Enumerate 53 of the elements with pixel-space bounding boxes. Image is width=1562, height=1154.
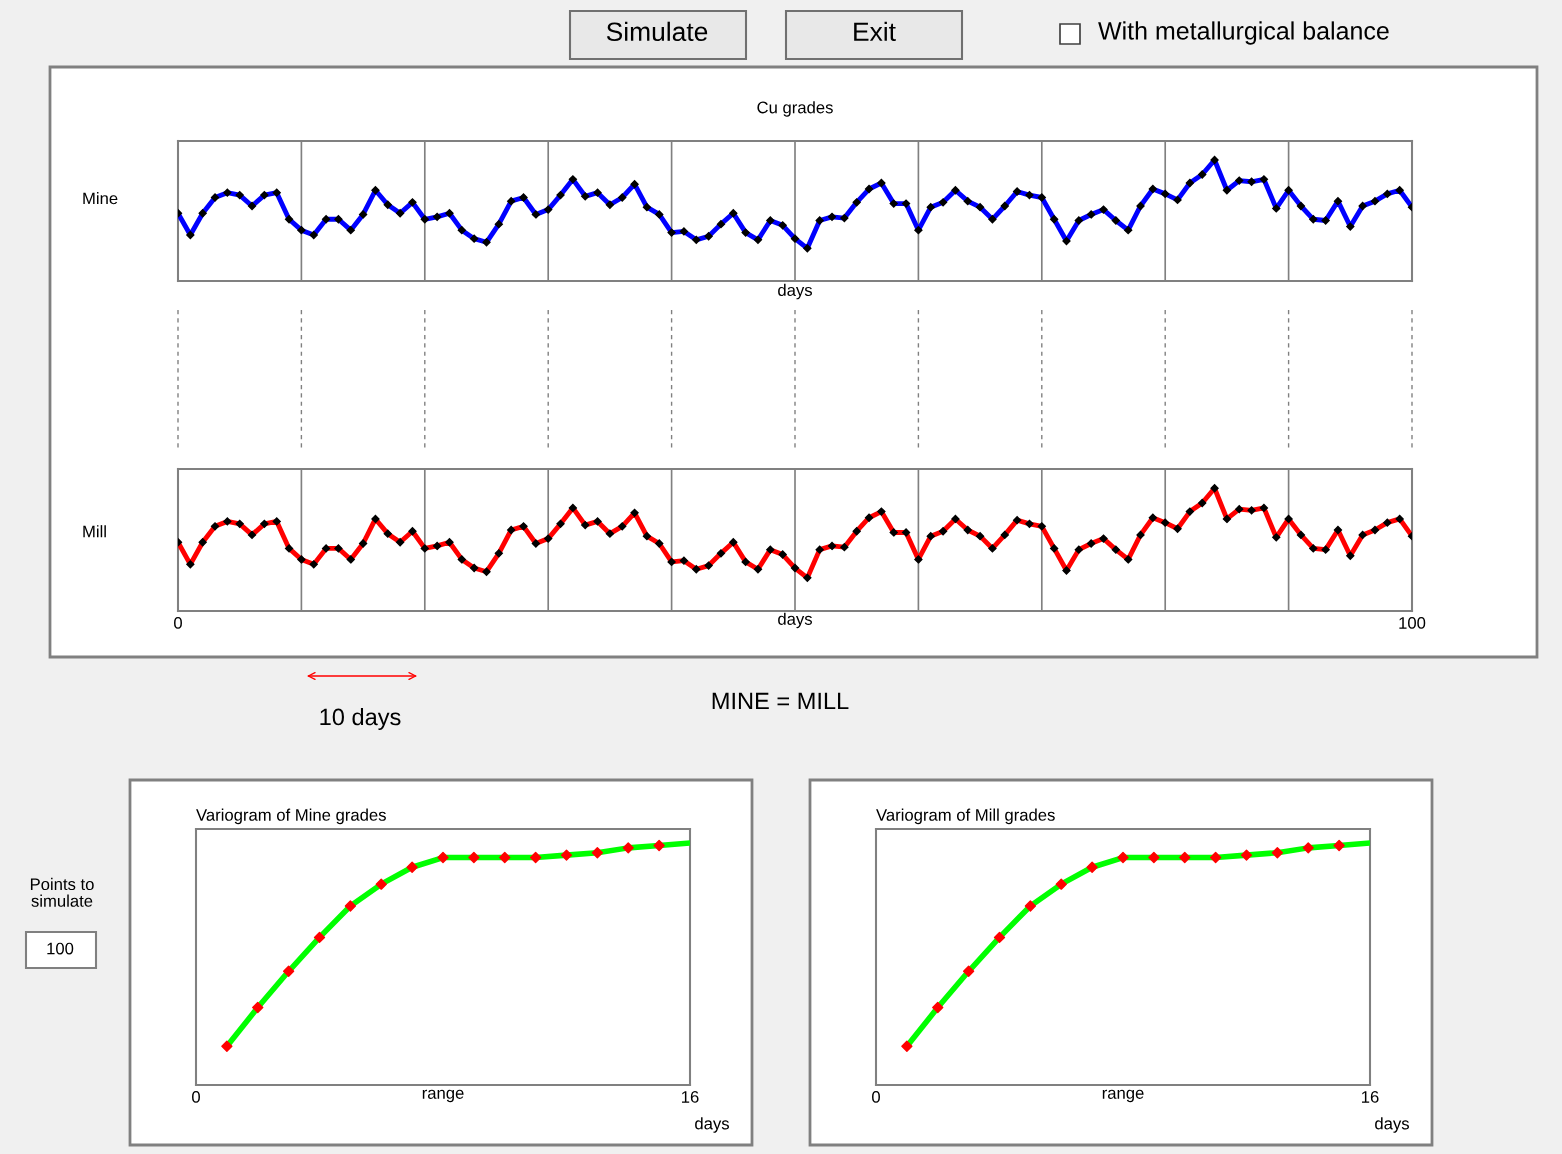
text: With metallurgical balance xyxy=(1098,21,1389,45)
point xyxy=(1148,851,1160,864)
text: MINE = MILL xyxy=(712,692,849,710)
text: 100 xyxy=(47,942,74,955)
x-tick-label: 16 xyxy=(1362,1091,1379,1103)
point xyxy=(1302,842,1314,854)
text: days xyxy=(695,1117,729,1133)
point xyxy=(468,851,480,864)
point xyxy=(375,878,387,890)
point xyxy=(313,931,326,944)
x-tick-label: 0 xyxy=(174,617,182,629)
point xyxy=(1179,851,1191,864)
x-tick-label: 16 xyxy=(682,1091,699,1103)
x-axis-title: range xyxy=(1102,1089,1144,1103)
x-axis-title: days xyxy=(778,612,812,629)
point xyxy=(1333,839,1345,852)
point xyxy=(1209,851,1222,864)
text: Exit xyxy=(854,21,896,42)
point xyxy=(1271,847,1284,859)
x-tick-label: 0 xyxy=(872,1091,880,1103)
point xyxy=(622,842,634,854)
point xyxy=(344,900,357,912)
point xyxy=(1086,861,1098,873)
chart-title: Cu grades xyxy=(757,101,833,117)
point xyxy=(962,965,975,977)
point xyxy=(1024,900,1037,912)
point xyxy=(993,931,1006,944)
point xyxy=(591,847,604,859)
text: Points to simulate xyxy=(30,877,94,907)
point xyxy=(406,861,418,873)
point xyxy=(221,1040,233,1052)
point xyxy=(499,851,511,864)
x-axis-title: range xyxy=(422,1089,464,1103)
point xyxy=(653,839,665,852)
point xyxy=(932,1001,944,1014)
y-axis-title: Mine xyxy=(83,192,118,205)
x-tick-label: 0 xyxy=(192,1091,200,1103)
point xyxy=(437,851,449,864)
x-axis-title: days xyxy=(778,283,812,300)
text: Simulate xyxy=(606,21,708,42)
y-axis-title: Mill xyxy=(83,525,106,538)
text: days xyxy=(1375,1117,1409,1133)
point xyxy=(1055,878,1067,890)
point xyxy=(252,1001,264,1014)
point xyxy=(901,1040,913,1052)
point xyxy=(529,851,542,864)
chart-title: Variogram of Mill grades xyxy=(876,808,1055,825)
point xyxy=(1240,849,1253,861)
point xyxy=(560,849,573,861)
chart-title: Variogram of Mine grades xyxy=(196,808,386,825)
point xyxy=(282,965,295,977)
text: 10 days xyxy=(320,707,401,731)
point xyxy=(1117,851,1129,864)
